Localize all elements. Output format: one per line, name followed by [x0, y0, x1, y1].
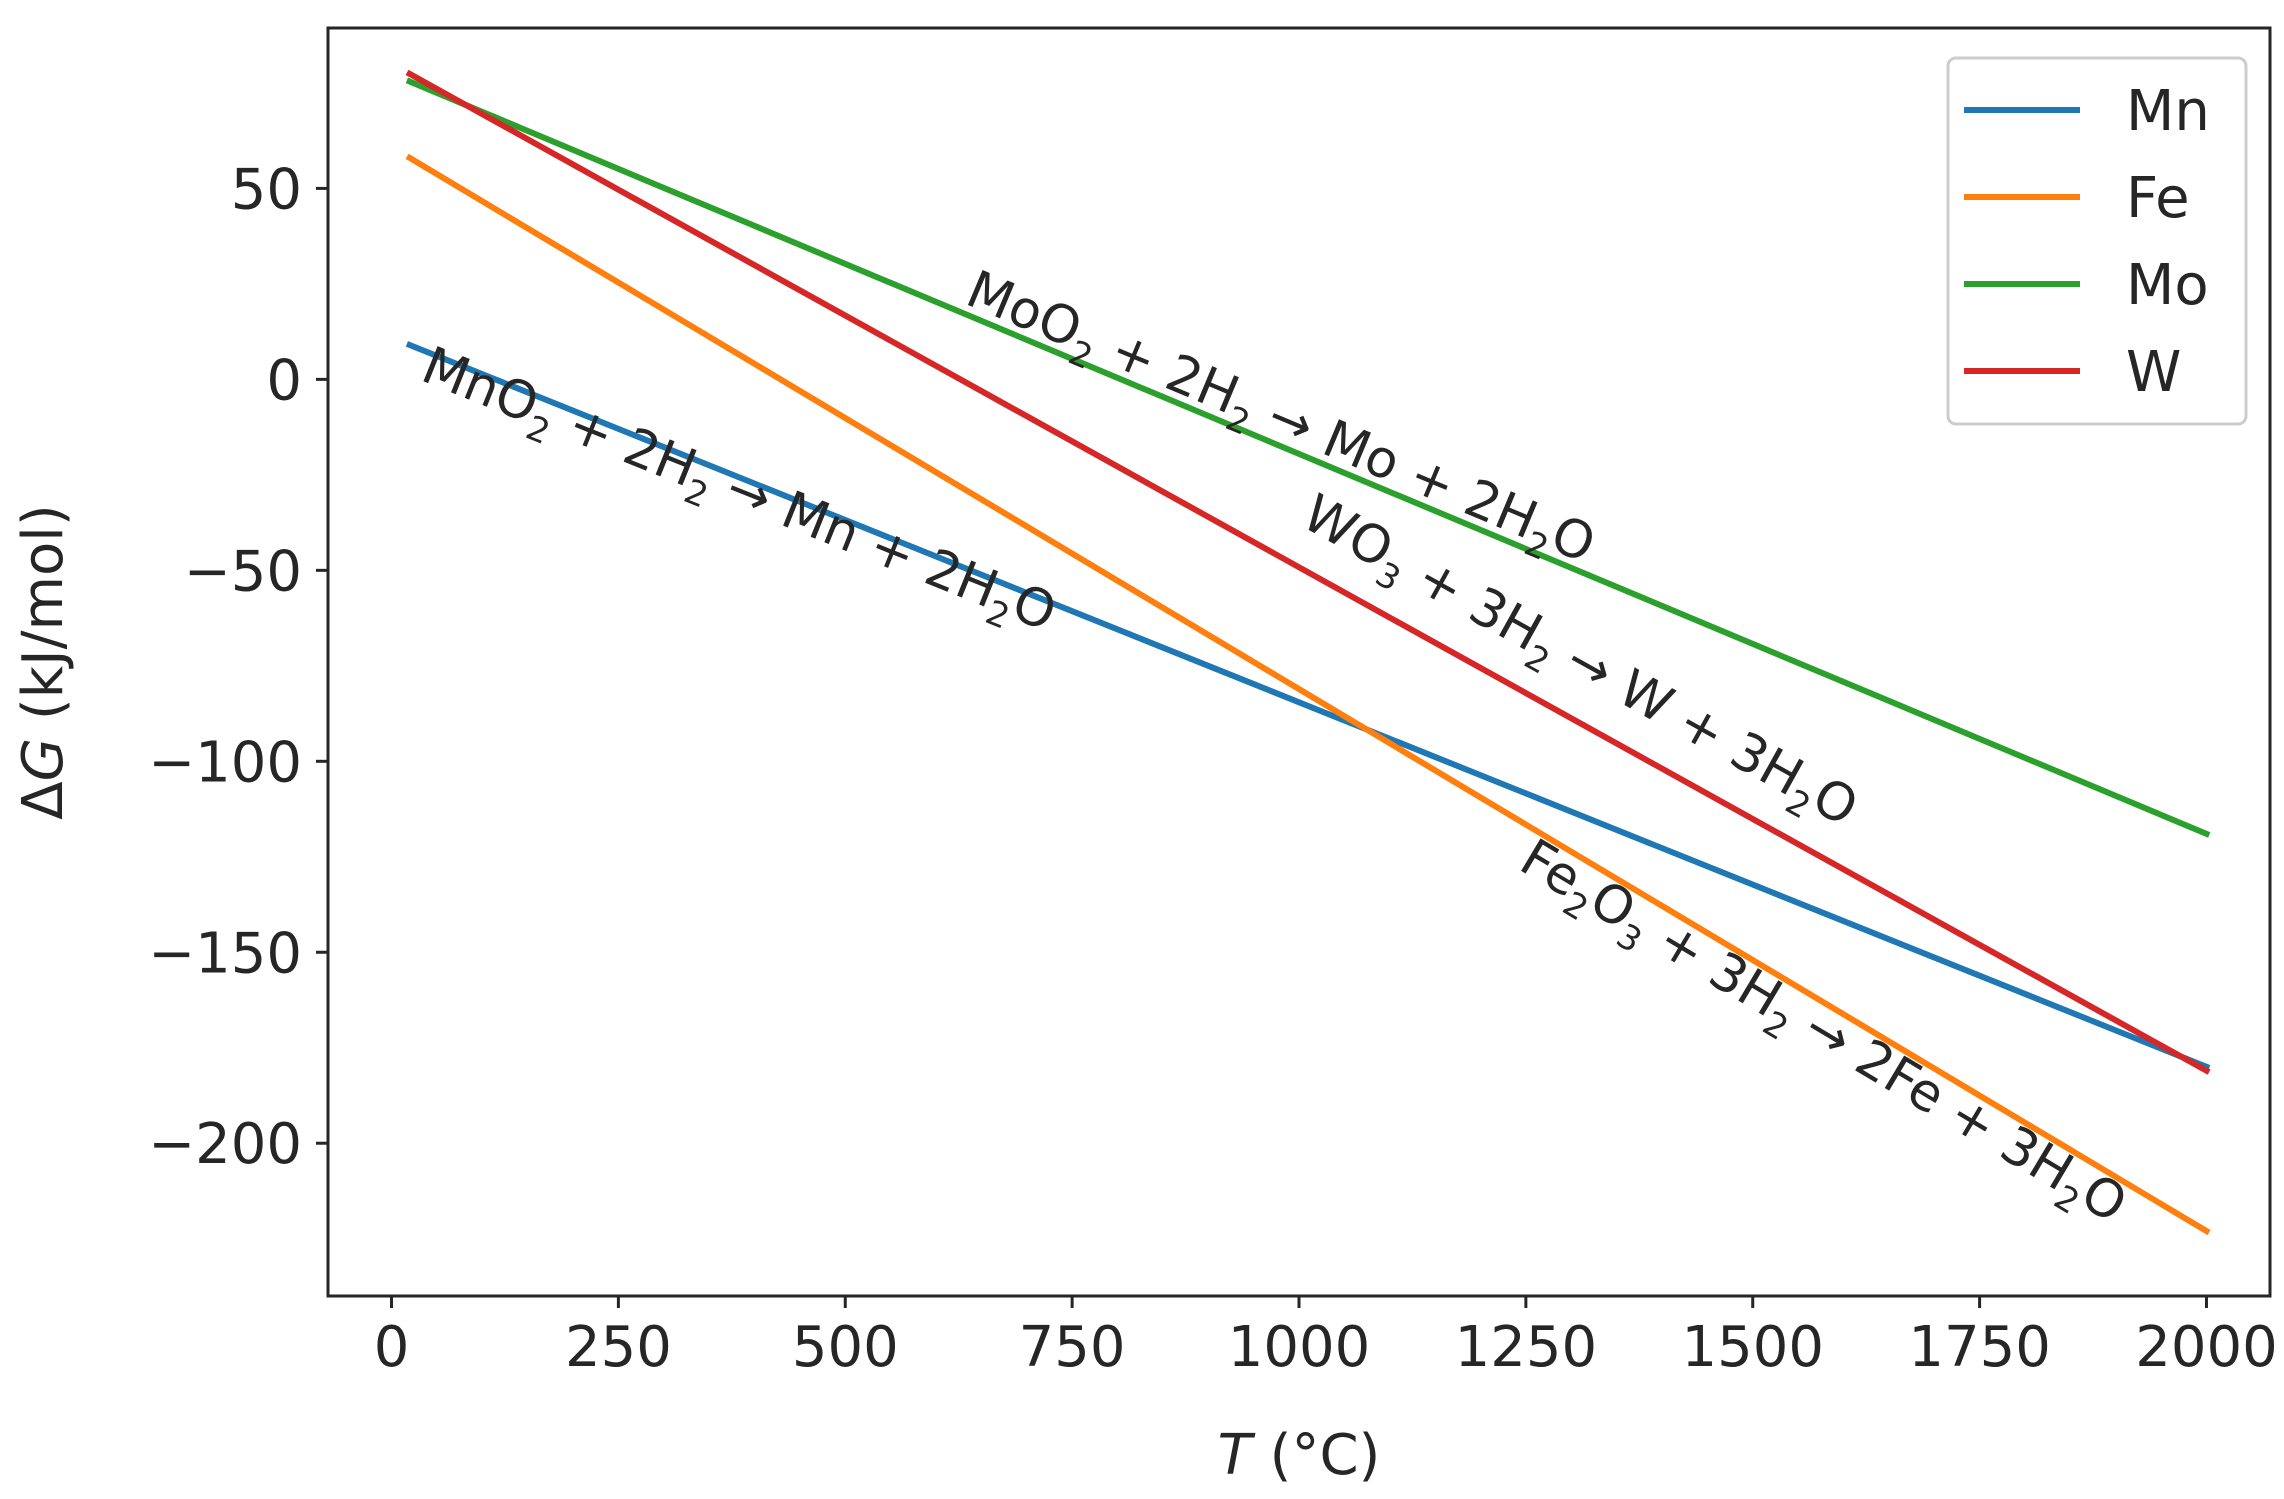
x-tick-label: 500 [792, 1315, 899, 1380]
y-axis-label: ΔG (kJ/mol) [11, 504, 76, 819]
y-axis-variable: G [11, 738, 76, 781]
x-axis-variable: T [1218, 1423, 1256, 1488]
x-tick-label: 750 [1019, 1315, 1126, 1380]
x-axis-unit: (°C) [1252, 1423, 1381, 1488]
legend-label-w: W [2126, 340, 2181, 405]
series-line-w [405, 69, 2211, 1075]
x-tick-label: 1000 [1228, 1315, 1371, 1380]
series-line-fe [405, 153, 2211, 1236]
y-tick-label: −50 [184, 539, 302, 604]
legend-label-mn: Mn [2126, 79, 2210, 144]
y-tick-label: −200 [148, 1112, 302, 1177]
y-axis-ticks: −200 −150 −100 −50 0 50 [148, 157, 328, 1177]
x-axis-label: T (°C) [1218, 1423, 1381, 1488]
series-line-mn [405, 341, 2211, 1071]
x-tick-label: 2000 [2135, 1315, 2278, 1380]
series-layer [405, 69, 2211, 1236]
y-tick-label: −150 [148, 921, 302, 986]
legend-label-mo: Mo [2126, 253, 2209, 318]
x-tick-label: 1250 [1455, 1315, 1598, 1380]
y-tick-label: 0 [266, 348, 302, 413]
x-tick-label: 250 [565, 1315, 672, 1380]
x-tick-label: 0 [374, 1315, 410, 1380]
y-tick-label: 50 [231, 157, 302, 222]
x-tick-label: 1500 [1681, 1315, 1824, 1380]
x-axis-ticks: 0 250 500 750 1000 1250 1500 1750 2000 [374, 1296, 2278, 1380]
x-tick-label: 1750 [1908, 1315, 2051, 1380]
legend-label-fe: Fe [2126, 166, 2190, 231]
legend: Mn Fe Mo W [1946, 56, 2248, 426]
y-axis-unit: (kJ/mol) [11, 504, 76, 738]
y-tick-label: −100 [148, 730, 302, 795]
legend-box [1946, 56, 2248, 426]
series-line-mo [405, 77, 2211, 838]
y-axis-prefix: Δ [11, 781, 76, 819]
